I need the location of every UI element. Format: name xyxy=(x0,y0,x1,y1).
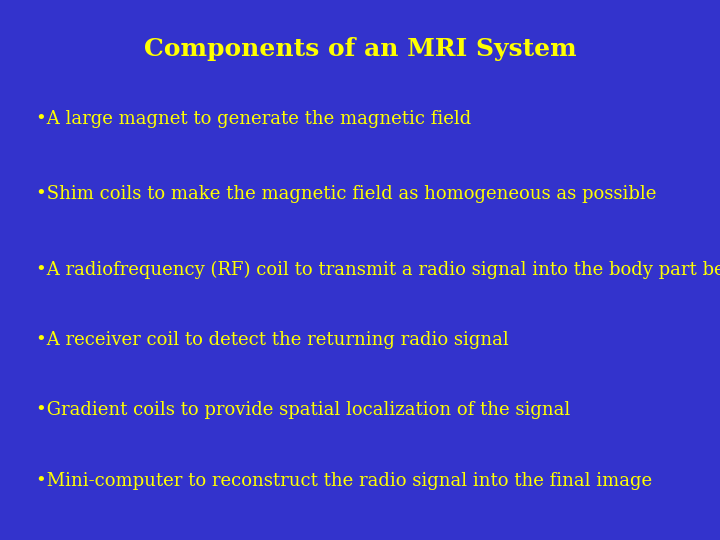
Text: •Gradient coils to provide spatial localization of the signal: •Gradient coils to provide spatial local… xyxy=(36,401,570,420)
Text: •Mini-computer to reconstruct the radio signal into the final image: •Mini-computer to reconstruct the radio … xyxy=(36,471,652,490)
Text: •Shim coils to make the magnetic field as homogeneous as possible: •Shim coils to make the magnetic field a… xyxy=(36,185,657,204)
Text: •A large magnet to generate the magnetic field: •A large magnet to generate the magnetic… xyxy=(36,110,472,128)
Text: •A radiofrequency (RF) coil to transmit a radio signal into the body part being : •A radiofrequency (RF) coil to transmit … xyxy=(36,261,720,279)
Text: Components of an MRI System: Components of an MRI System xyxy=(144,37,576,60)
Text: •A receiver coil to detect the returning radio signal: •A receiver coil to detect the returning… xyxy=(36,331,509,349)
